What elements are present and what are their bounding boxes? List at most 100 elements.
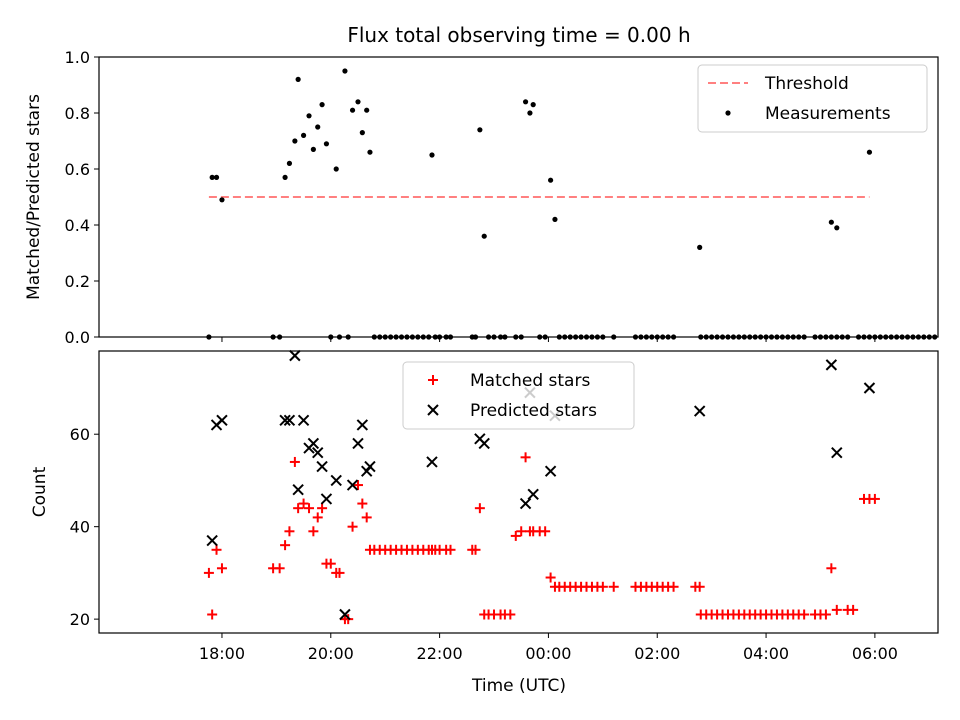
measurement-point — [429, 152, 435, 158]
matched-star-point — [207, 609, 218, 620]
legend-label: Predicted stars — [470, 401, 597, 421]
matched-star-point — [298, 498, 309, 509]
matched-star-point — [597, 581, 608, 592]
matched-star-point — [361, 512, 372, 523]
matched-star-point — [308, 526, 319, 537]
xtick-label: 02:00 — [634, 644, 680, 663]
xtick-label: 06:00 — [852, 644, 898, 663]
bottom-axes-frame — [98, 350, 939, 634]
measurement-point — [697, 244, 703, 250]
predicted-star-point — [292, 483, 304, 496]
matched-star-point — [510, 530, 521, 541]
matched-star-point — [334, 567, 345, 578]
predicted-star-point — [831, 446, 843, 459]
matched-star-point — [668, 581, 679, 592]
predicted-star-point — [364, 460, 376, 473]
predicted-star-point — [519, 497, 532, 510]
matched-star-point — [312, 512, 323, 523]
matched-star-point — [869, 493, 880, 504]
predicted-star-point — [216, 414, 228, 427]
measurement-point — [306, 113, 312, 119]
matched-star-point — [289, 456, 300, 467]
predicted-star-point — [330, 474, 342, 487]
matched-star-point — [826, 563, 837, 574]
bottom-series-predicted-stars — [206, 349, 876, 621]
measurement-point — [286, 160, 293, 166]
top-legend: Threshold Measurements — [697, 64, 928, 133]
predicted-star-point — [356, 419, 369, 431]
matched-star-point — [799, 609, 810, 620]
matched-star-point — [848, 604, 859, 615]
legend-label: Matched stars — [470, 371, 590, 391]
panel-top: 0.0 0.2 0.4 0.6 0.8 1.0 Matched/Predicted star… — [24, 48, 939, 347]
matched-star-point — [352, 480, 363, 491]
measurement-point — [828, 219, 834, 225]
predicted-star-point — [339, 608, 351, 621]
top-ytick-label: 0.8 — [65, 104, 90, 123]
measurement-point — [209, 174, 215, 180]
matched-star-point — [211, 544, 222, 555]
matched-star-point — [293, 503, 304, 514]
xtick-label: 20:00 — [308, 644, 354, 663]
predicted-star-point — [320, 493, 333, 505]
top-ytick-label: 1.0 — [65, 48, 90, 67]
bottom-series-matched-stars — [203, 452, 880, 625]
measurement-point — [300, 132, 307, 138]
matched-star-point — [470, 544, 481, 555]
predicted-star-point — [279, 414, 291, 427]
bottom-legend: Matched stars Predicted stars — [402, 361, 635, 430]
matched-star-point — [540, 526, 551, 537]
top-axes-frame — [98, 56, 939, 338]
measurement-point — [866, 149, 873, 155]
measurement-point — [315, 124, 321, 130]
xtick-label: 22:00 — [417, 644, 463, 663]
matched-star-point — [357, 498, 368, 509]
measurement-point — [527, 110, 533, 116]
matched-star-point — [520, 452, 531, 463]
measurement-point — [295, 76, 301, 82]
xtick-label: 04:00 — [743, 644, 789, 663]
measurement-point — [364, 107, 370, 113]
predicted-star-point — [283, 414, 296, 427]
figure-title: Flux total observing time = 0.00 h — [347, 23, 690, 47]
top-ytick-label: 0.6 — [65, 160, 90, 179]
matched-star-point — [203, 567, 214, 578]
predicted-star-point — [478, 437, 490, 450]
predicted-star-point — [307, 437, 320, 450]
legend-label: Measurements — [765, 104, 891, 124]
top-ytick-label: 0.2 — [65, 272, 90, 291]
matched-star-point — [216, 563, 227, 574]
measurement-point — [282, 174, 288, 180]
bottom-y-axis-label: Count — [30, 466, 50, 517]
measurement-point — [481, 233, 487, 239]
matched-star-point — [505, 609, 516, 620]
matched-star-point — [474, 503, 485, 514]
measurement-point — [530, 102, 536, 108]
top-series-measurements — [206, 68, 938, 340]
measurement-point — [349, 107, 356, 113]
measurement-point — [522, 99, 529, 105]
measurement-point — [552, 216, 558, 222]
measurement-point — [213, 174, 220, 180]
matched-star-point — [304, 503, 315, 514]
matched-star-point — [820, 609, 831, 620]
xtick-label: 00:00 — [525, 644, 571, 663]
top-ytick-label: 0.4 — [65, 216, 90, 235]
measurement-point — [477, 127, 483, 133]
measurement-point — [834, 225, 840, 231]
bottom-ytick-label: 20 — [70, 610, 90, 629]
matched-star-point — [274, 563, 285, 574]
predicted-star-point — [289, 349, 301, 362]
predicted-star-point — [352, 437, 364, 450]
measurement-point — [323, 141, 330, 147]
matched-star-point — [347, 521, 358, 532]
predicted-star-point — [206, 534, 218, 547]
predicted-star-point — [316, 460, 328, 473]
measurement-point — [342, 68, 348, 74]
measurement-point — [333, 166, 339, 172]
measurement-point — [319, 102, 325, 108]
matched-star-point — [831, 604, 842, 615]
measurement-point — [355, 99, 361, 105]
measurement-point — [292, 138, 298, 144]
